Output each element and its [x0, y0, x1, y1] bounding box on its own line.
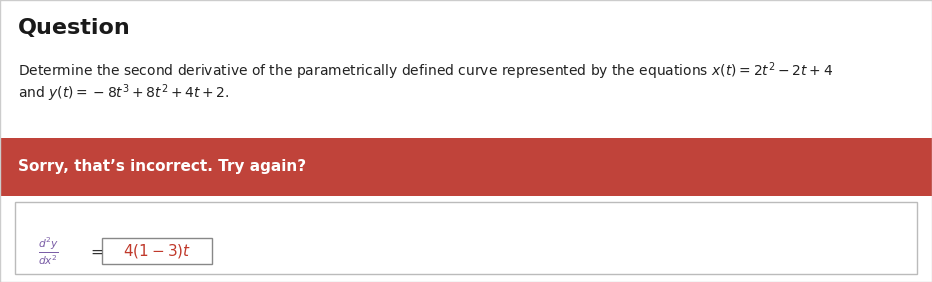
Bar: [0, 138, 932, 196]
Text: Determine the second derivative of the parametrically defined curve represented : Determine the second derivative of the p…: [18, 60, 833, 81]
Text: Question: Question: [18, 18, 130, 38]
Text: $\frac{d^2y}{dx^2}$: $\frac{d^2y}{dx^2}$: [38, 235, 59, 267]
Text: $4( 1 - 3 )t$: $4( 1 - 3 )t$: [123, 242, 191, 260]
Text: $=$: $=$: [88, 243, 104, 259]
Text: Sorry, that’s incorrect. Try again?: Sorry, that’s incorrect. Try again?: [18, 160, 306, 175]
Text: and $y(t) = -8t^3 + 8t^2 + 4t + 2$.: and $y(t) = -8t^3 + 8t^2 + 4t + 2$.: [18, 82, 229, 103]
Bar: [15, 202, 917, 274]
Bar: [102, 238, 212, 264]
